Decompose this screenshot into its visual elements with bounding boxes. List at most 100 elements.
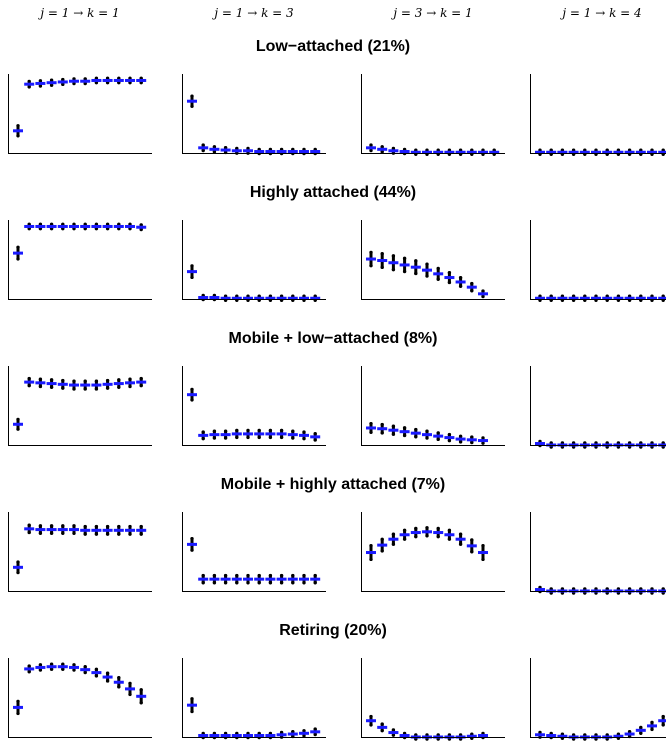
subplot	[530, 512, 666, 595]
draw-point	[246, 581, 250, 585]
draw-point	[61, 378, 65, 383]
subplot	[8, 366, 152, 446]
draw-point	[16, 570, 20, 575]
draw-point	[414, 271, 418, 276]
draw-point	[257, 428, 261, 433]
draw-point	[16, 257, 20, 261]
draw-point	[380, 549, 384, 553]
draw-point	[425, 534, 429, 538]
draw-point	[268, 573, 273, 578]
draw-point	[380, 431, 384, 435]
subplot	[8, 512, 152, 592]
draw-point	[49, 83, 54, 87]
subplot	[361, 220, 505, 300]
draw-point	[49, 524, 54, 528]
draw-point	[414, 526, 418, 531]
draw-point	[94, 674, 99, 678]
draw-point	[139, 532, 143, 536]
draw-point	[302, 729, 306, 733]
draw-point	[470, 440, 474, 445]
draw-point	[117, 685, 121, 689]
draw-point	[61, 386, 65, 390]
draw-point	[470, 281, 474, 286]
draw-point	[369, 723, 373, 727]
draw-point	[313, 581, 317, 585]
draw-point	[105, 386, 110, 390]
draw-point	[61, 667, 65, 671]
draw-point	[117, 675, 121, 680]
panel-row-title: Low−attached (21%)	[255, 38, 411, 55]
draw-point	[380, 265, 384, 270]
draw-point	[212, 436, 217, 440]
draw-point	[414, 534, 418, 539]
column-header: j = 1 → k = 4	[562, 6, 642, 20]
draw-point	[201, 148, 205, 153]
draw-point	[105, 524, 110, 529]
draw-point	[190, 709, 194, 714]
subplot	[361, 74, 505, 156]
draw-point	[436, 266, 440, 271]
draw-point	[402, 537, 407, 541]
draw-point	[72, 524, 76, 528]
draw-point	[105, 378, 110, 383]
draw-point	[279, 573, 284, 578]
draw-point	[72, 379, 76, 383]
draw-point	[246, 573, 250, 578]
draw-point	[425, 274, 429, 278]
draw-point	[425, 436, 429, 440]
draw-point	[279, 428, 284, 433]
draw-point	[223, 581, 228, 585]
draw-point	[38, 84, 43, 88]
draw-point	[16, 699, 20, 704]
draw-point	[38, 663, 43, 667]
draw-point	[414, 435, 418, 439]
draw-point	[27, 523, 31, 527]
draw-point	[661, 714, 665, 719]
draw-point	[190, 387, 194, 392]
draw-point	[458, 275, 463, 280]
draw-point	[436, 431, 440, 435]
draw-point	[391, 532, 396, 536]
subplot	[361, 512, 505, 592]
draw-point	[27, 376, 31, 381]
draw-point	[16, 124, 20, 128]
draw-point	[212, 145, 217, 149]
draw-point	[458, 434, 463, 438]
draw-point	[27, 383, 31, 388]
draw-point	[302, 436, 306, 441]
draw-point	[27, 664, 31, 668]
draw-point	[369, 148, 373, 153]
draw-point	[49, 667, 54, 671]
draw-point	[391, 542, 396, 546]
draw-point	[212, 573, 217, 578]
draw-point	[38, 531, 43, 535]
draw-point	[139, 524, 143, 529]
draw-point	[223, 429, 228, 433]
draw-point	[425, 429, 429, 433]
draw-point	[117, 532, 121, 536]
draw-point	[38, 79, 43, 83]
draw-point	[447, 280, 452, 285]
draw-point	[447, 528, 452, 533]
draw-point	[246, 435, 250, 440]
draw-point	[380, 422, 384, 427]
panel-row-title: Mobile + highly attached (7%)	[220, 476, 446, 493]
draw-point	[83, 665, 87, 669]
draw-point	[279, 581, 284, 585]
draw-point	[436, 534, 440, 539]
draw-point	[380, 150, 384, 154]
draw-point	[72, 387, 76, 391]
subplot	[8, 220, 152, 300]
draw-point	[94, 532, 99, 536]
subplot	[530, 366, 666, 449]
draw-point	[402, 269, 407, 274]
draw-point	[94, 667, 99, 672]
draw-point	[650, 720, 654, 725]
draw-point	[72, 531, 76, 535]
draw-point	[257, 581, 261, 585]
draw-point	[458, 542, 463, 546]
draw-point	[436, 277, 440, 281]
draw-point	[639, 731, 643, 735]
draw-point	[83, 670, 87, 675]
subplot	[182, 366, 326, 446]
